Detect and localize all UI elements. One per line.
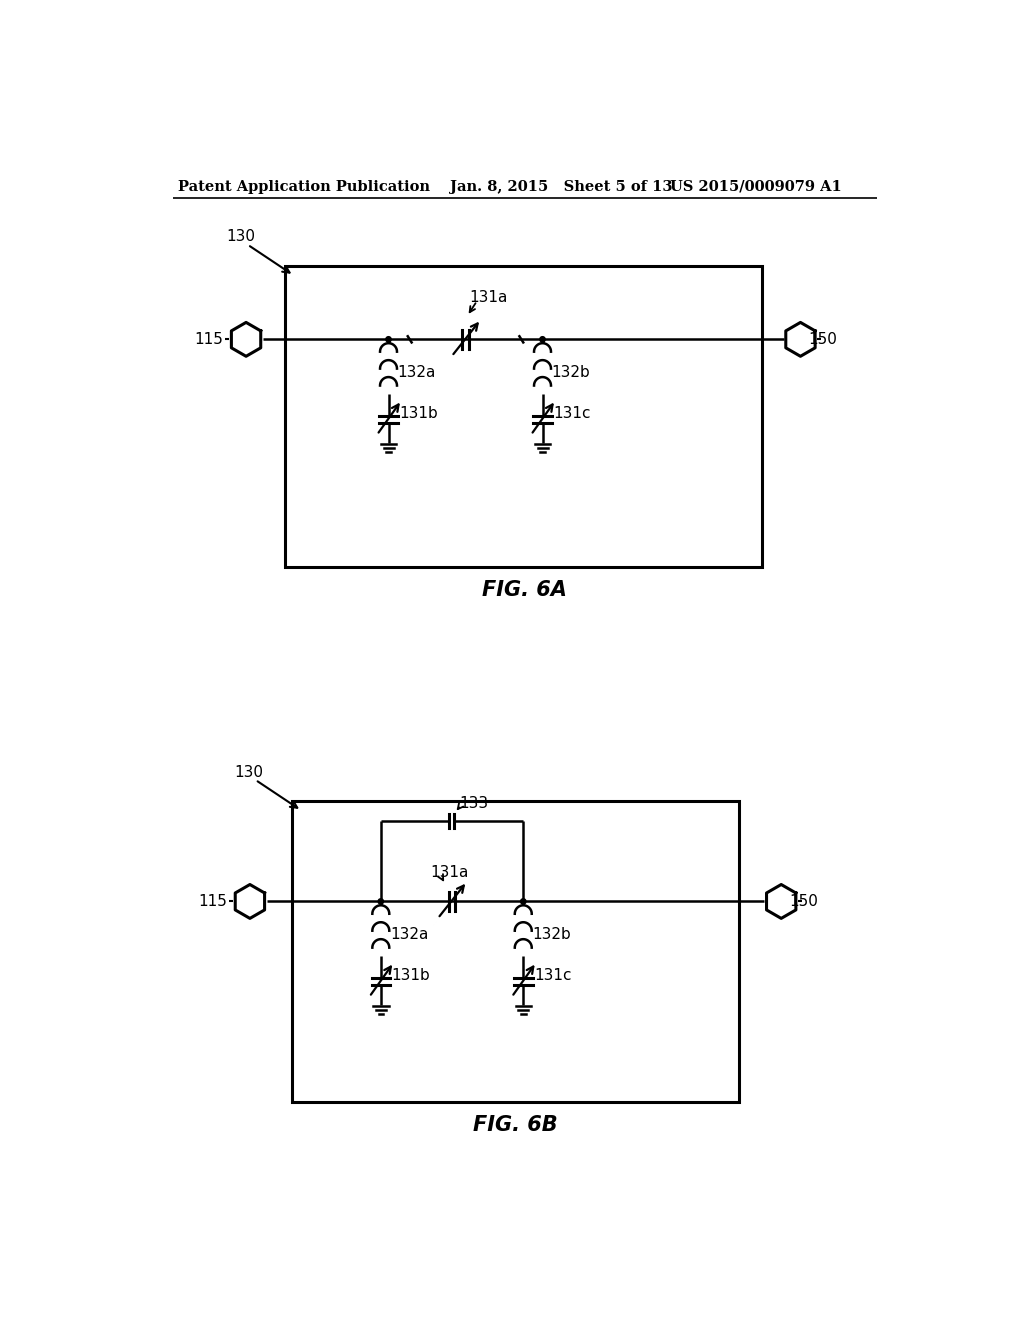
Text: FIG. 6A: FIG. 6A [482,579,567,599]
Text: 115: 115 [198,894,226,909]
Text: Patent Application Publication: Patent Application Publication [178,180,430,194]
Text: 131a: 131a [430,865,468,879]
Text: 131c: 131c [535,968,571,983]
Text: 150: 150 [788,894,818,909]
Text: 133: 133 [460,796,488,812]
Bar [285,267,762,566]
Circle shape [520,899,526,904]
Text: 131b: 131b [399,405,438,421]
Text: 115: 115 [195,331,223,347]
Circle shape [378,899,384,904]
Bar [292,801,739,1102]
Text: US 2015/0009079 A1: US 2015/0009079 A1 [670,180,842,194]
Text: 131b: 131b [391,968,430,983]
Text: Jan. 8, 2015   Sheet 5 of 13: Jan. 8, 2015 Sheet 5 of 13 [451,180,673,194]
Text: 132b: 132b [552,364,591,380]
Text: 130: 130 [226,230,256,244]
Text: 131a: 131a [469,289,508,305]
Text: 131c: 131c [553,405,591,421]
Text: 130: 130 [234,764,263,780]
Text: 132a: 132a [390,927,428,942]
Text: FIG. 6B: FIG. 6B [473,1115,558,1135]
Text: 132b: 132b [532,927,571,942]
Text: 132a: 132a [397,364,436,380]
Text: 150: 150 [808,331,837,347]
Circle shape [540,337,545,342]
Circle shape [386,337,391,342]
